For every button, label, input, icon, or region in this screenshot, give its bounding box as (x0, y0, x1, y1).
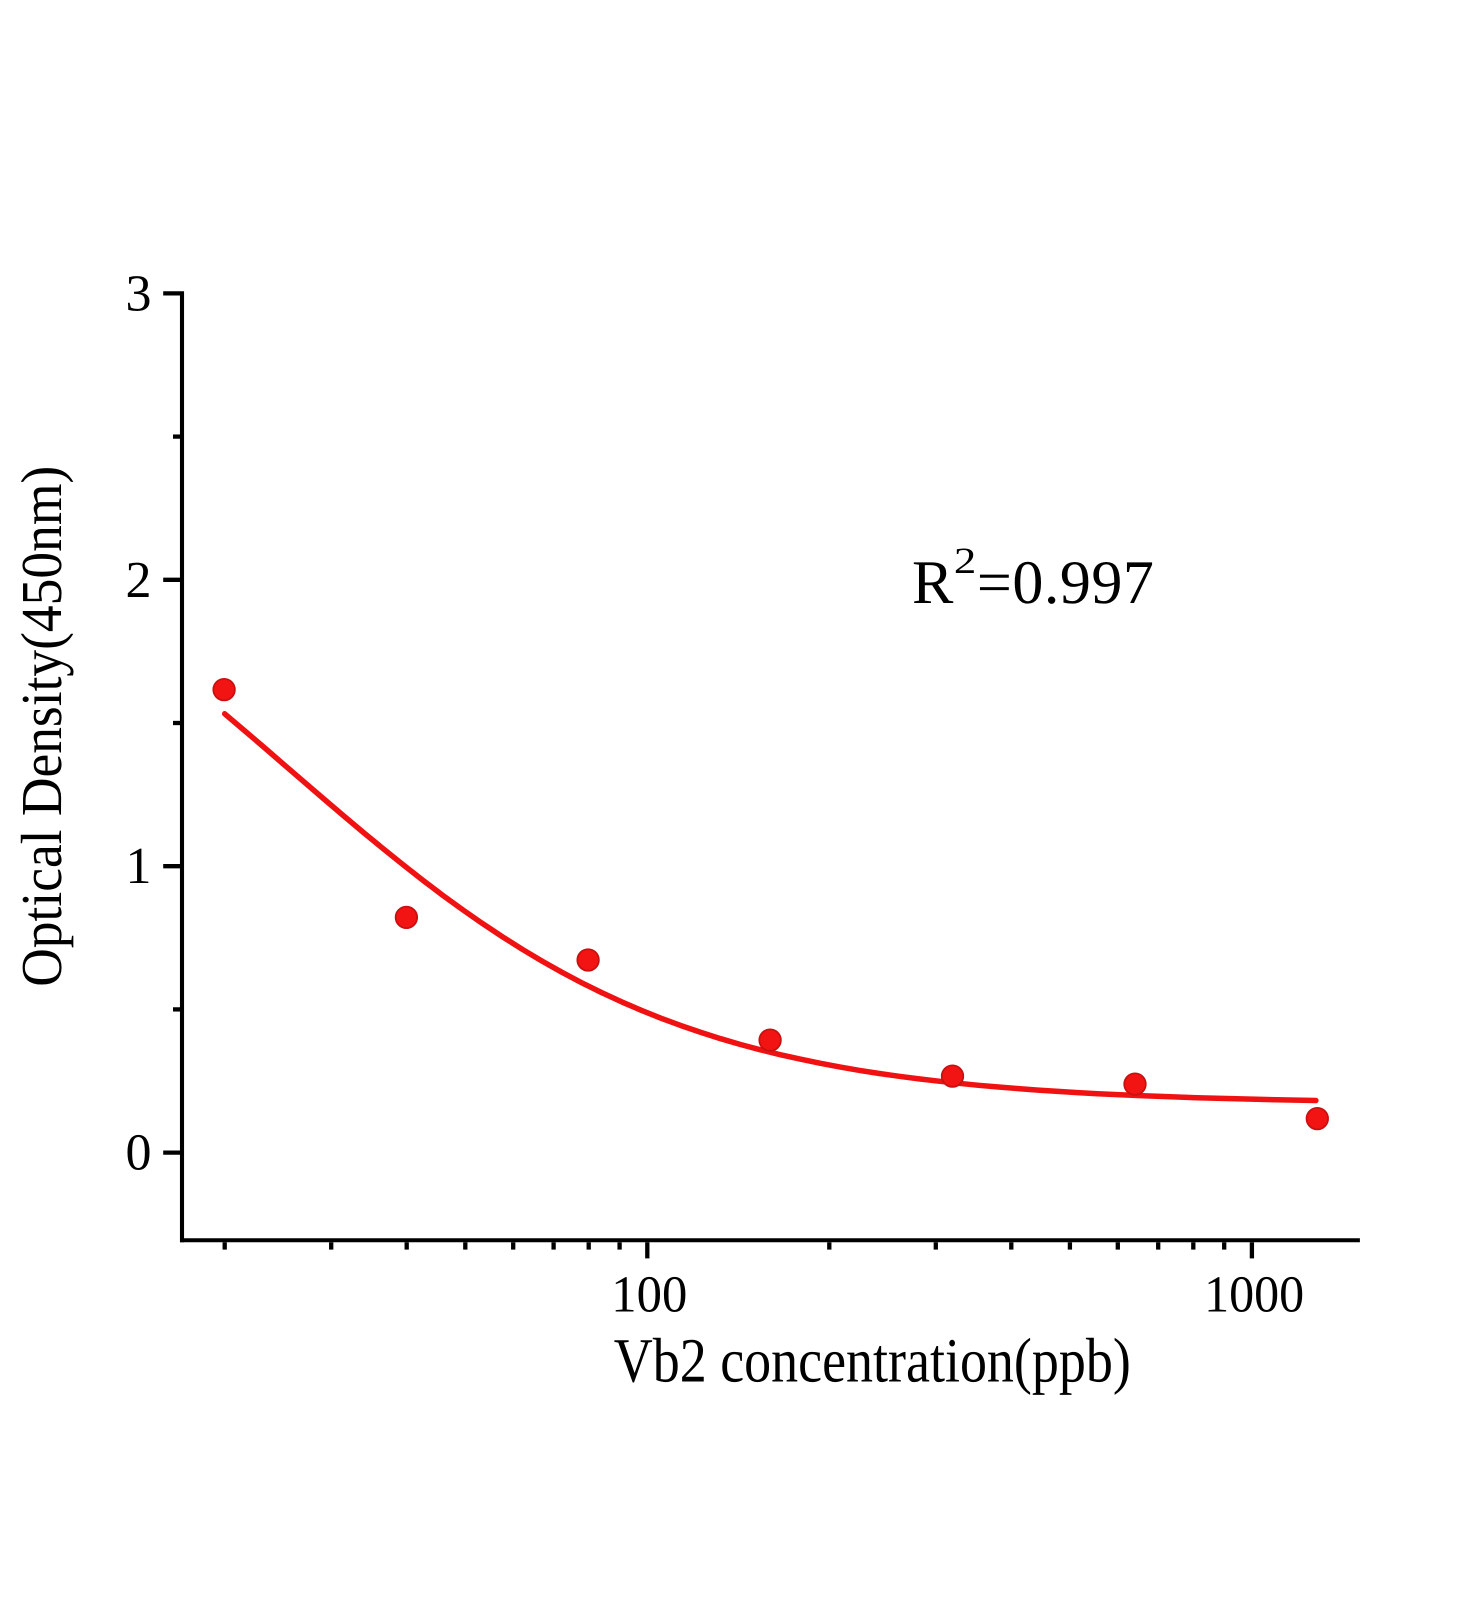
svg-text:0: 0 (126, 1125, 152, 1182)
svg-text:Optical Density(450nm): Optical Density(450nm) (9, 466, 74, 987)
svg-text:1: 1 (126, 838, 152, 895)
svg-text:R2=0.997: R2=0.997 (912, 541, 1154, 617)
svg-text:Vb2 concentration(ppb): Vb2 concentration(ppb) (614, 1326, 1131, 1396)
svg-text:2: 2 (126, 552, 152, 609)
svg-text:100: 100 (611, 1267, 687, 1324)
svg-text:1000: 1000 (1204, 1267, 1304, 1324)
svg-text:3: 3 (126, 265, 152, 322)
